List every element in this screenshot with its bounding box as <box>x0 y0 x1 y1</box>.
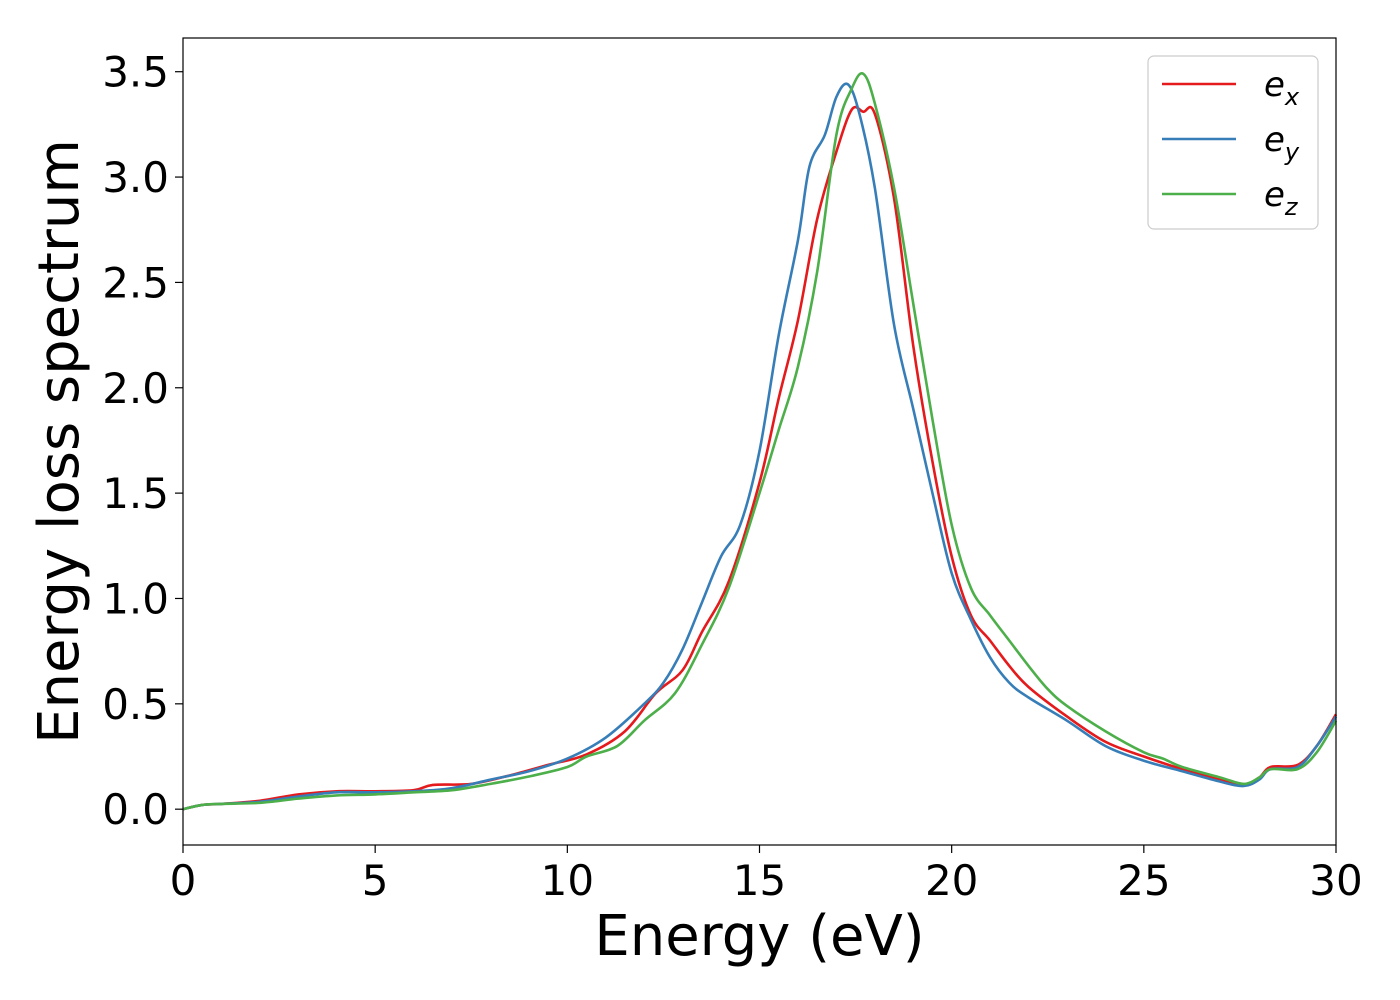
y-tick-label: 3.5 <box>102 48 169 97</box>
series-line-x <box>182 105 1338 811</box>
y-tick-label: 2.5 <box>102 258 169 307</box>
y-tick-label: 0.0 <box>102 785 169 834</box>
x-tick-label: 0 <box>170 856 197 905</box>
y-tick-label: 3.0 <box>102 153 169 202</box>
x-tick-label: 20 <box>925 856 978 905</box>
y-axis-title: Energy loss spectrum <box>27 139 92 744</box>
x-tick-label: 30 <box>1309 856 1362 905</box>
y-tick-label: 0.5 <box>102 680 169 729</box>
series-lines <box>182 72 1338 811</box>
y-tick-label: 1.5 <box>102 469 169 518</box>
legend-label-x: ex <box>1264 65 1300 111</box>
x-tick-label: 15 <box>733 856 786 905</box>
x-axis-title: Energy (eV) <box>594 904 924 969</box>
x-tick-label: 5 <box>362 856 389 905</box>
legend: ex ey ez <box>1147 55 1319 230</box>
x-tick-label: 10 <box>541 856 594 905</box>
y-axis-ticks: 0.0 0.5 1.0 1.5 2.0 2.5 3.0 3.5 <box>102 48 183 834</box>
series-line-z <box>182 72 1338 811</box>
y-tick-label: 2.0 <box>102 364 169 413</box>
x-tick-label: 25 <box>1117 856 1170 905</box>
y-tick-label: 1.0 <box>102 574 169 623</box>
x-axis-ticks: 0 5 10 15 20 25 30 <box>170 845 1363 905</box>
legend-label-z: ez <box>1264 175 1299 221</box>
legend-label-y: ey <box>1264 120 1300 166</box>
legend-box <box>1147 55 1319 230</box>
series-line-y <box>182 82 1338 811</box>
